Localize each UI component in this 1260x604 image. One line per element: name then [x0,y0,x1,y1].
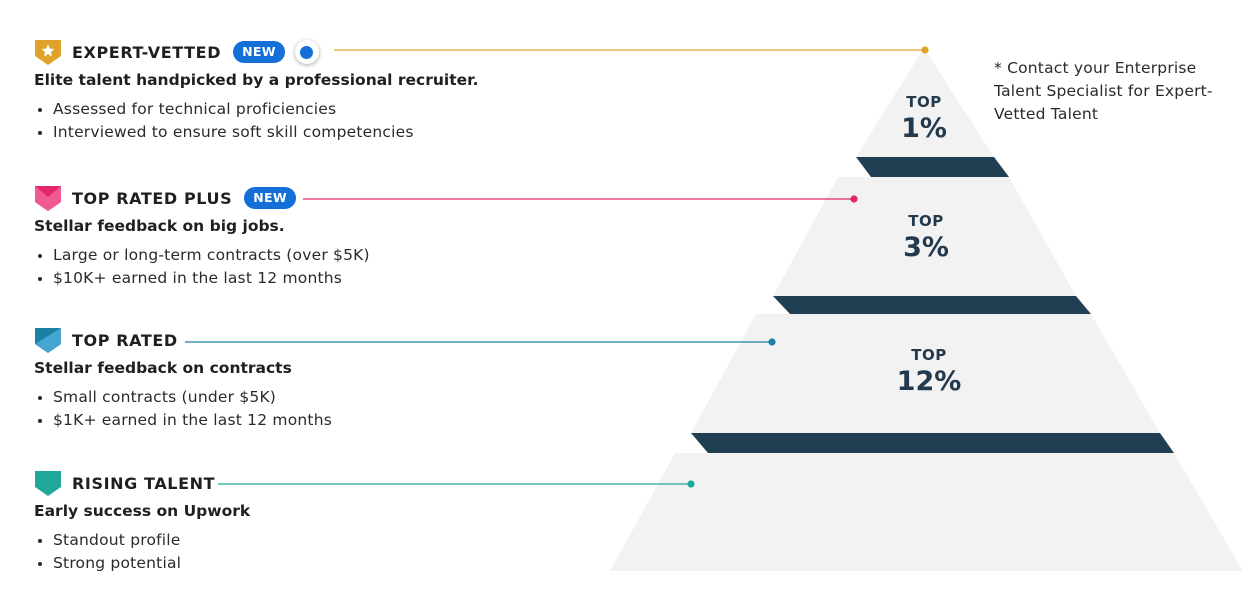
pyramid-band-2 [773,296,1091,314]
connector-dot-rising-talent [687,480,695,488]
pyramid-label-value: 1% [901,113,947,144]
list-item: $10K+ earned in the last 12 months [34,267,594,290]
pyramid-label-top-12: TOP 12% [884,345,974,399]
tier-bullet-list: Assessed for technical proficiencies Int… [34,98,594,144]
pink-shield-icon [35,186,61,211]
enterprise-footnote: * Contact your Enterprise Talent Special… [994,59,1213,123]
tier-header: RISING TALENT [34,469,594,497]
pyramid-label-top-3: TOP 3% [886,211,966,265]
blue-shield-icon [35,328,61,353]
tier-bullet-list: Small contracts (under $5K) $1K+ earned … [34,386,594,432]
teal-shield-icon [35,471,61,496]
pyramid-label-top: TOP [908,212,944,230]
tier-bullet-list: Large or long-term contracts (over $5K) … [34,244,594,290]
pyramid-label-value: 3% [903,232,949,263]
tier-title: TOP RATED PLUS [72,188,233,208]
pyramid-label-value: 12% [896,366,962,397]
tier-top-rated-plus: TOP RATED PLUS NEW Stellar feedback on b… [34,184,594,290]
toggle-dot [300,45,314,59]
tier-subtitle: Early success on Upwork [34,502,251,520]
tier-header: TOP RATED PLUS NEW [34,184,594,212]
connector-dot-top-rated [768,338,776,346]
pyramid-label-top: TOP [911,346,947,364]
list-item: Standout profile [34,529,594,552]
tier-subtitle: Stellar feedback on big jobs. [34,217,285,235]
list-item: Small contracts (under $5K) [34,386,594,409]
tier-header: TOP RATED [34,326,594,354]
list-item: $1K+ earned in the last 12 months [34,409,594,432]
pyramid-section-top-3 [773,177,1076,296]
tier-title: TOP RATED [72,330,178,350]
tier-subtitle: Elite talent handpicked by a professiona… [34,71,479,89]
tier-bullet-list: Standout profile Strong potential [34,529,594,575]
list-item: Strong potential [34,552,594,575]
pyramid-band-3 [691,433,1174,453]
pyramid-section-top-12 [691,314,1160,433]
pyramid-section-top-1 [856,48,994,157]
list-item: Interviewed to ensure soft skill compete… [34,121,594,144]
tier-title: EXPERT-VETTED [72,42,222,62]
star-shield-icon [35,40,61,65]
pyramid-label-top-1: TOP 1% [884,92,964,146]
tier-expert-vetted: EXPERT-VETTED NEW Elite talent handpicke… [34,38,594,144]
connector-dot-top-rated-plus [850,195,858,203]
pyramid-band-1 [856,157,1009,177]
new-badge: NEW [233,41,285,63]
tier-rising-talent: RISING TALENT Early success on Upwork St… [34,469,594,575]
list-item: Assessed for technical proficiencies [34,98,594,121]
tier-title: RISING TALENT [72,473,216,493]
tier-subtitle: Stellar feedback on contracts [34,359,292,377]
pyramid-section-base [610,453,1243,571]
list-item: Large or long-term contracts (over $5K) [34,244,594,267]
pyramid-label-top: TOP [906,93,942,111]
toggle-button[interactable] [294,40,319,64]
new-badge: NEW [244,187,296,209]
connector-dot-expert-vetted [921,46,929,54]
tier-header: EXPERT-VETTED NEW [34,38,594,66]
tier-top-rated: TOP RATED Stellar feedback on contracts … [34,326,594,432]
